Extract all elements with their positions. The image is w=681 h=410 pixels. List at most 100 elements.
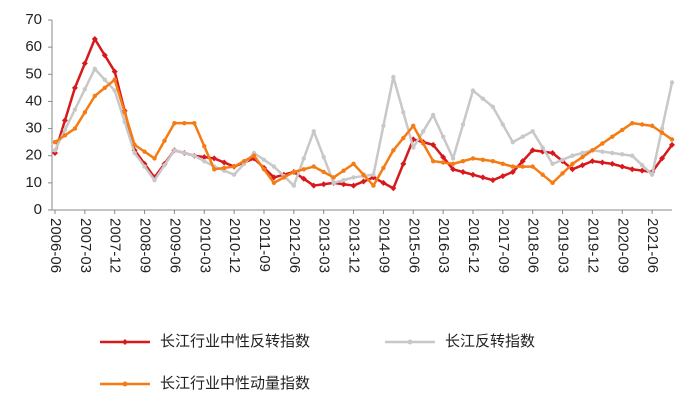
marker [52, 148, 58, 153]
marker [291, 169, 297, 175]
marker [450, 161, 456, 167]
marker [281, 175, 287, 180]
marker [122, 110, 127, 115]
x-tick-label: 2012-06 [286, 218, 303, 273]
marker [52, 139, 58, 145]
marker [480, 157, 486, 162]
marker [291, 183, 297, 188]
marker [510, 139, 515, 145]
marker [669, 80, 675, 85]
y-tick-label: 10 [25, 174, 42, 191]
marker [550, 161, 555, 167]
marker [400, 160, 407, 167]
marker [560, 171, 565, 176]
marker [351, 161, 356, 167]
y-tick-label: 20 [25, 147, 42, 164]
marker [300, 175, 307, 182]
x-tick-label: 2007-03 [77, 218, 94, 273]
marker [182, 150, 187, 156]
x-tick-label: 2019-03 [555, 218, 572, 273]
x-tick-label: 2013-03 [316, 218, 333, 273]
marker [380, 179, 387, 186]
marker [629, 153, 635, 158]
marker [619, 163, 626, 170]
marker [549, 150, 556, 156]
marker [659, 155, 666, 162]
marker [510, 164, 515, 169]
marker [152, 156, 157, 161]
marker [440, 134, 446, 139]
marker [411, 123, 416, 129]
marker [320, 181, 327, 188]
marker [62, 127, 68, 133]
marker [341, 168, 346, 173]
marker [321, 154, 326, 160]
marker [72, 126, 78, 131]
marker [192, 120, 197, 126]
marker [580, 150, 585, 156]
x-tick-label: 2011-09 [256, 218, 273, 272]
marker [500, 161, 506, 167]
marker [82, 110, 88, 115]
y-tick-label: 70 [25, 11, 42, 28]
marker [639, 167, 646, 174]
marker [162, 163, 167, 168]
marker [421, 129, 426, 134]
marker [192, 153, 197, 158]
marker [172, 120, 177, 126]
marker [639, 122, 645, 127]
marker [111, 68, 118, 75]
marker [142, 149, 147, 154]
marker [589, 158, 596, 165]
marker [82, 87, 88, 92]
marker [569, 166, 576, 173]
x-tick-label: 2021-06 [644, 218, 661, 273]
marker [600, 141, 605, 146]
marker [231, 164, 237, 169]
marker [460, 169, 467, 175]
marker [391, 148, 396, 153]
marker [480, 96, 486, 101]
marker [629, 166, 636, 173]
marker [152, 177, 157, 183]
marker [540, 172, 545, 177]
marker [310, 182, 317, 189]
marker [391, 74, 396, 80]
marker [61, 117, 68, 124]
marker [142, 164, 147, 169]
marker [460, 122, 466, 127]
x-tick-label: 2016-03 [435, 218, 452, 273]
marker [600, 149, 605, 154]
marker [430, 158, 436, 164]
x-tick-label: 2013-12 [346, 218, 363, 273]
marker [550, 180, 555, 186]
marker [519, 158, 526, 165]
marker [91, 36, 98, 42]
marker [102, 85, 107, 91]
marker [530, 164, 535, 169]
marker [390, 185, 397, 192]
x-tick-label: 2018-06 [525, 218, 542, 273]
marker [311, 164, 316, 169]
marker [610, 150, 615, 156]
marker [411, 145, 416, 150]
marker [112, 88, 117, 93]
marker [331, 180, 336, 186]
marker [261, 167, 267, 172]
y-tick-label: 50 [25, 65, 42, 82]
marker [202, 144, 207, 149]
marker [102, 77, 107, 82]
marker [241, 158, 247, 164]
marker [610, 134, 615, 139]
marker [499, 173, 506, 180]
marker [301, 167, 306, 172]
marker [469, 171, 476, 178]
marker [311, 129, 316, 134]
y-tick-label: 60 [25, 38, 42, 55]
legend-marker [122, 381, 128, 387]
marker [301, 156, 306, 161]
marker [570, 161, 575, 167]
marker [341, 177, 346, 183]
marker [351, 175, 356, 180]
x-tick-label: 2014-09 [375, 218, 392, 273]
